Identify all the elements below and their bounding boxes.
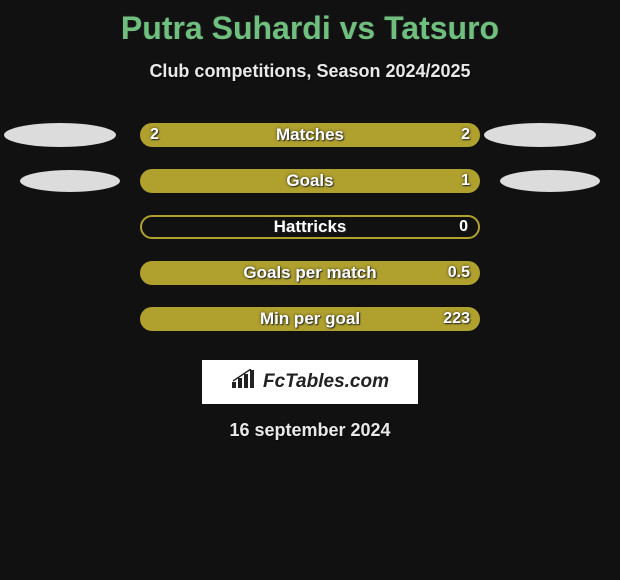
left-player-ellipse: [4, 123, 116, 147]
left-player-ellipse: [20, 170, 120, 192]
brand: FcTables.com: [231, 369, 389, 395]
stats-chart: Matches 2 2 Goals 1 Hattricks 0 Goals per match…: [0, 112, 620, 342]
stat-value-right: 2: [461, 126, 470, 144]
stat-label: Min per goal: [260, 309, 360, 329]
right-player-ellipse: [484, 123, 596, 147]
stat-row: Hattricks 0: [0, 204, 620, 250]
stat-row: Min per goal 223: [0, 296, 620, 342]
date-line: 16 september 2024: [0, 420, 620, 441]
stat-track: Matches 2 2: [140, 123, 480, 147]
title-right-player: Tatsuro: [384, 10, 499, 46]
stat-value-right: 1: [461, 172, 470, 190]
stat-value-right: 0: [459, 218, 468, 236]
stat-track: Min per goal 223: [140, 307, 480, 331]
stat-value-left: 2: [150, 126, 159, 144]
title-vs: vs: [340, 10, 376, 46]
stat-label: Matches: [276, 125, 344, 145]
stat-row: Matches 2 2: [0, 112, 620, 158]
stat-label: Goals: [286, 171, 333, 191]
stat-row: Goals 1: [0, 158, 620, 204]
title-left-player: Putra Suhardi: [121, 10, 331, 46]
stat-track: Goals per match 0.5: [140, 261, 480, 285]
stat-track: Goals 1: [140, 169, 480, 193]
brand-text: FcTables.com: [263, 371, 389, 393]
stat-value-right: 223: [443, 310, 470, 328]
comparison-infographic: Putra Suhardi vs Tatsuro Club competitio…: [0, 0, 620, 580]
stat-label: Goals per match: [243, 263, 376, 283]
brand-box: FcTables.com: [202, 360, 418, 404]
stat-track: Hattricks 0: [140, 215, 480, 239]
right-player-ellipse: [500, 170, 600, 192]
subtitle: Club competitions, Season 2024/2025: [0, 61, 620, 82]
page-title: Putra Suhardi vs Tatsuro: [0, 0, 620, 47]
stat-row: Goals per match 0.5: [0, 250, 620, 296]
stat-label: Hattricks: [274, 217, 347, 237]
brand-bars-icon: [231, 369, 257, 395]
stat-value-right: 0.5: [448, 264, 470, 282]
